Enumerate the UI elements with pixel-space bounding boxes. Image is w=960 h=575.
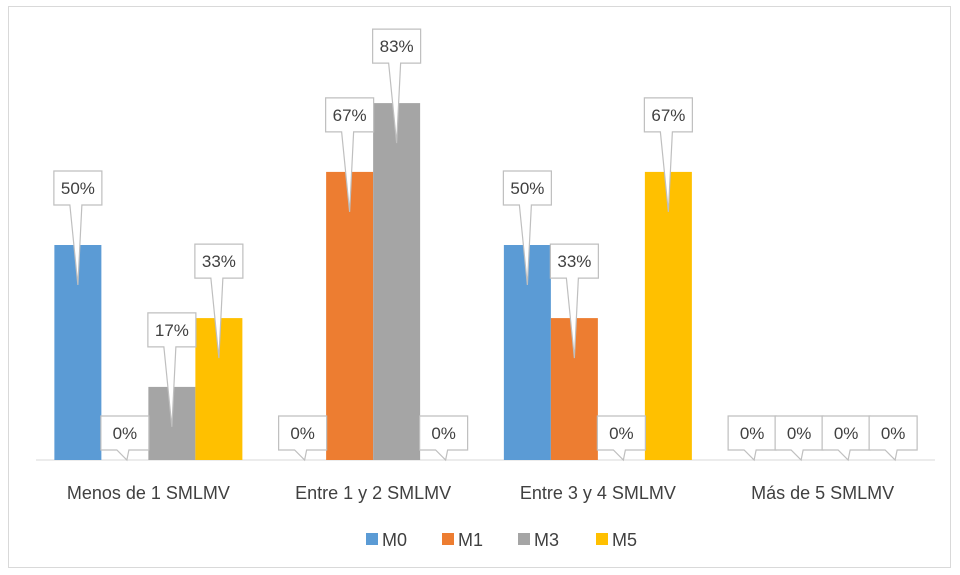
legend-label-m0: M0 xyxy=(382,530,407,550)
data-label: 50% xyxy=(510,179,544,198)
legend-label-m1: M1 xyxy=(458,530,483,550)
data-label: 67% xyxy=(333,106,367,125)
data-label: 0% xyxy=(787,424,812,443)
data-label-box xyxy=(502,170,552,286)
legend-label-m5: M5 xyxy=(612,530,637,550)
legend-swatch-m3 xyxy=(518,533,530,545)
data-label: 0% xyxy=(113,424,138,443)
data-label: 0% xyxy=(834,424,859,443)
bar-m3-2 xyxy=(373,103,421,460)
data-label-box xyxy=(325,97,375,212)
bars-layer xyxy=(54,103,692,460)
data-label-box xyxy=(100,415,150,462)
data-label-box xyxy=(643,97,693,212)
data-label-box xyxy=(194,243,244,359)
data-label: 0% xyxy=(609,424,634,443)
data-label: 0% xyxy=(740,424,765,443)
category-tick-label: Menos de 1 SMLMV xyxy=(67,483,230,503)
data-label-box xyxy=(372,28,422,144)
legend-label-m3: M3 xyxy=(534,530,559,550)
category-axis: Menos de 1 SMLMV Entre 1 y 2 SMLMV Entre 3… xyxy=(67,483,894,503)
data-label: 67% xyxy=(651,106,685,125)
legend: M0 M1 M3 M5 xyxy=(366,530,637,550)
data-label-box xyxy=(549,243,599,359)
data-label: 17% xyxy=(155,321,189,340)
data-label-box xyxy=(278,415,328,462)
category-tick-label: Entre 3 y 4 SMLMV xyxy=(520,483,676,503)
data-label: 33% xyxy=(202,252,236,271)
data-labels-layer: 50% 0% 17% 33% 0% 67% 83% 0% 50% 33% 0% 67% 0% 0% 0% 0% xyxy=(53,28,918,462)
data-label: 83% xyxy=(380,37,414,56)
legend-swatch-m1 xyxy=(442,533,454,545)
category-tick-label: Más de 5 SMLMV xyxy=(751,483,894,503)
data-label-box xyxy=(596,415,646,462)
data-label-box xyxy=(868,415,918,462)
category-tick-label: Entre 1 y 2 SMLMV xyxy=(295,483,451,503)
chart-area xyxy=(8,6,951,568)
bar-m5-3 xyxy=(644,171,692,460)
data-label: 50% xyxy=(61,179,95,198)
legend-swatch-m0 xyxy=(366,533,378,545)
data-label-box xyxy=(147,312,197,427)
legend-swatch-m5 xyxy=(596,533,608,545)
data-label-box xyxy=(419,415,469,462)
data-label: 33% xyxy=(557,252,591,271)
data-label: 0% xyxy=(431,424,456,443)
data-label-box xyxy=(53,170,103,286)
data-label: 0% xyxy=(290,424,315,443)
bar-m1-2 xyxy=(326,171,374,460)
data-label: 0% xyxy=(881,424,906,443)
